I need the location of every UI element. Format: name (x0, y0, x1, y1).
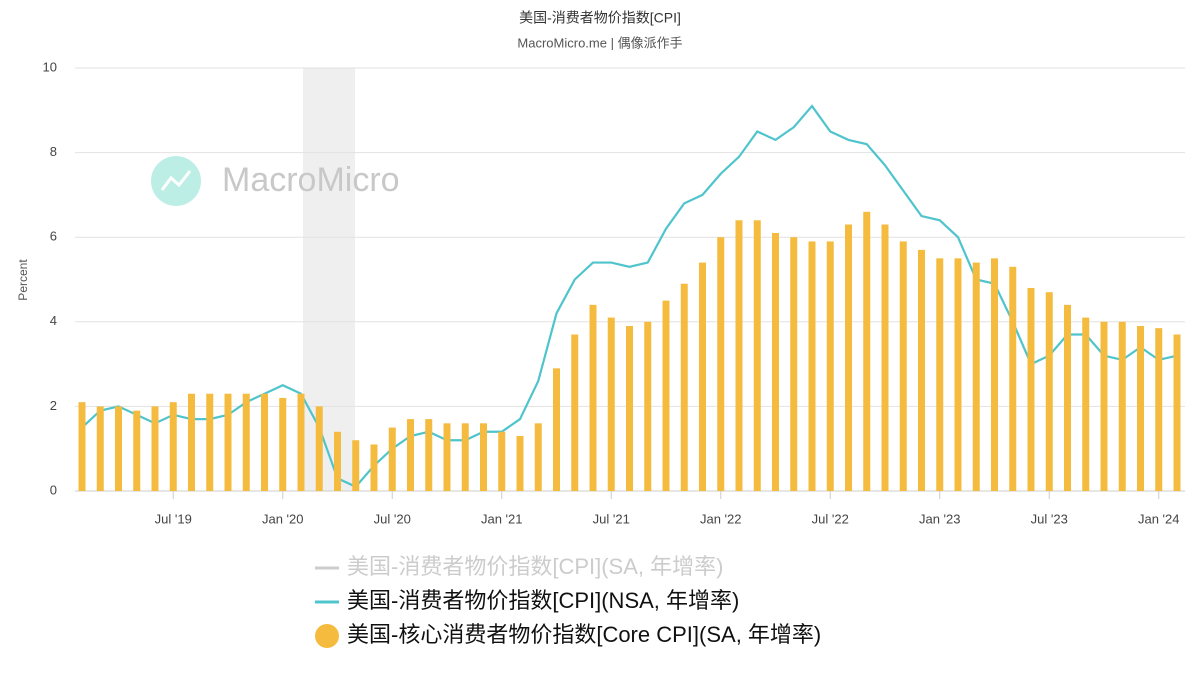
chart-title: 美国-消费者物价指数[CPI] (519, 10, 681, 26)
bar (480, 423, 487, 491)
bar (918, 249, 925, 491)
bar (717, 237, 725, 491)
legend-label: 美国-消费者物价指数[CPI](NSA, 年增率) (347, 588, 739, 613)
y-tick-label: 4 (50, 313, 57, 328)
y-tick-label: 6 (50, 229, 57, 244)
y-axis-label: Percent (16, 259, 30, 301)
bar (1045, 292, 1053, 491)
bar (735, 220, 743, 491)
bar (1009, 266, 1017, 491)
bar (753, 220, 761, 491)
bar (1118, 321, 1126, 491)
bar (808, 241, 816, 491)
legend-label: 美国-消费者物价指数[CPI](SA, 年增率) (347, 554, 723, 579)
bar (425, 419, 433, 491)
bar (1100, 321, 1108, 491)
chart-subtitle: MacroMicro.me | 偶像派作手 (517, 35, 682, 50)
bar (699, 262, 706, 491)
bar (826, 241, 834, 491)
bar (261, 393, 268, 491)
bar (461, 423, 469, 491)
bar (954, 258, 962, 491)
bar (607, 317, 615, 491)
x-tick-label: Jul '19 (155, 511, 192, 526)
bar (1155, 328, 1163, 491)
bar (352, 440, 360, 491)
bar (936, 258, 944, 491)
bar (1173, 334, 1181, 491)
legend-label: 美国-核心消费者物价指数[Core CPI](SA, 年增率) (347, 622, 821, 647)
bar (96, 406, 104, 491)
recession-band (303, 68, 355, 491)
bar (772, 232, 779, 491)
bar (151, 406, 159, 491)
bar (972, 262, 980, 491)
bar (1137, 326, 1144, 491)
bar (845, 224, 852, 491)
bar (516, 436, 524, 491)
bar (279, 397, 287, 491)
bar (315, 406, 323, 491)
x-tick-label: Jan '20 (262, 511, 304, 526)
x-tick-label: Jan '23 (919, 511, 961, 526)
bar (553, 368, 560, 491)
watermark: MacroMicro (222, 161, 400, 199)
bar (991, 258, 998, 491)
bar (297, 393, 305, 491)
bar (498, 431, 506, 491)
y-tick-label: 0 (50, 482, 57, 497)
bar (443, 423, 451, 491)
x-tick-label: Jul '20 (374, 511, 411, 526)
bar (680, 283, 688, 491)
x-tick-label: Jan '24 (1138, 511, 1180, 526)
bar (1082, 317, 1090, 491)
bar (1064, 304, 1071, 491)
x-tick-label: Jul '23 (1031, 511, 1068, 526)
bar (188, 393, 195, 491)
bar (115, 406, 122, 491)
bar (626, 326, 633, 491)
bar (370, 444, 378, 491)
bar (388, 427, 396, 491)
bar (589, 304, 597, 491)
bar (662, 300, 670, 491)
x-tick-label: Jul '21 (593, 511, 630, 526)
y-tick-label: 2 (50, 398, 57, 413)
bar (790, 237, 798, 491)
watermark-logo (151, 156, 201, 206)
bar (899, 241, 907, 491)
bar (169, 402, 177, 491)
bar (881, 224, 889, 491)
bar (224, 393, 232, 491)
bar (534, 423, 542, 491)
bar (242, 393, 250, 491)
bar (78, 402, 86, 491)
bar (334, 431, 341, 491)
y-tick-label: 10 (43, 59, 57, 74)
bar (206, 393, 214, 491)
bar (407, 419, 414, 491)
x-tick-label: Jan '21 (481, 511, 523, 526)
bar (1027, 287, 1035, 491)
bar (644, 321, 652, 491)
legend-swatch (315, 624, 339, 648)
x-tick-label: Jul '22 (812, 511, 849, 526)
x-tick-label: Jan '22 (700, 511, 742, 526)
bar (133, 410, 141, 491)
bar (571, 334, 579, 491)
bar (863, 211, 871, 491)
y-tick-label: 8 (50, 144, 57, 159)
